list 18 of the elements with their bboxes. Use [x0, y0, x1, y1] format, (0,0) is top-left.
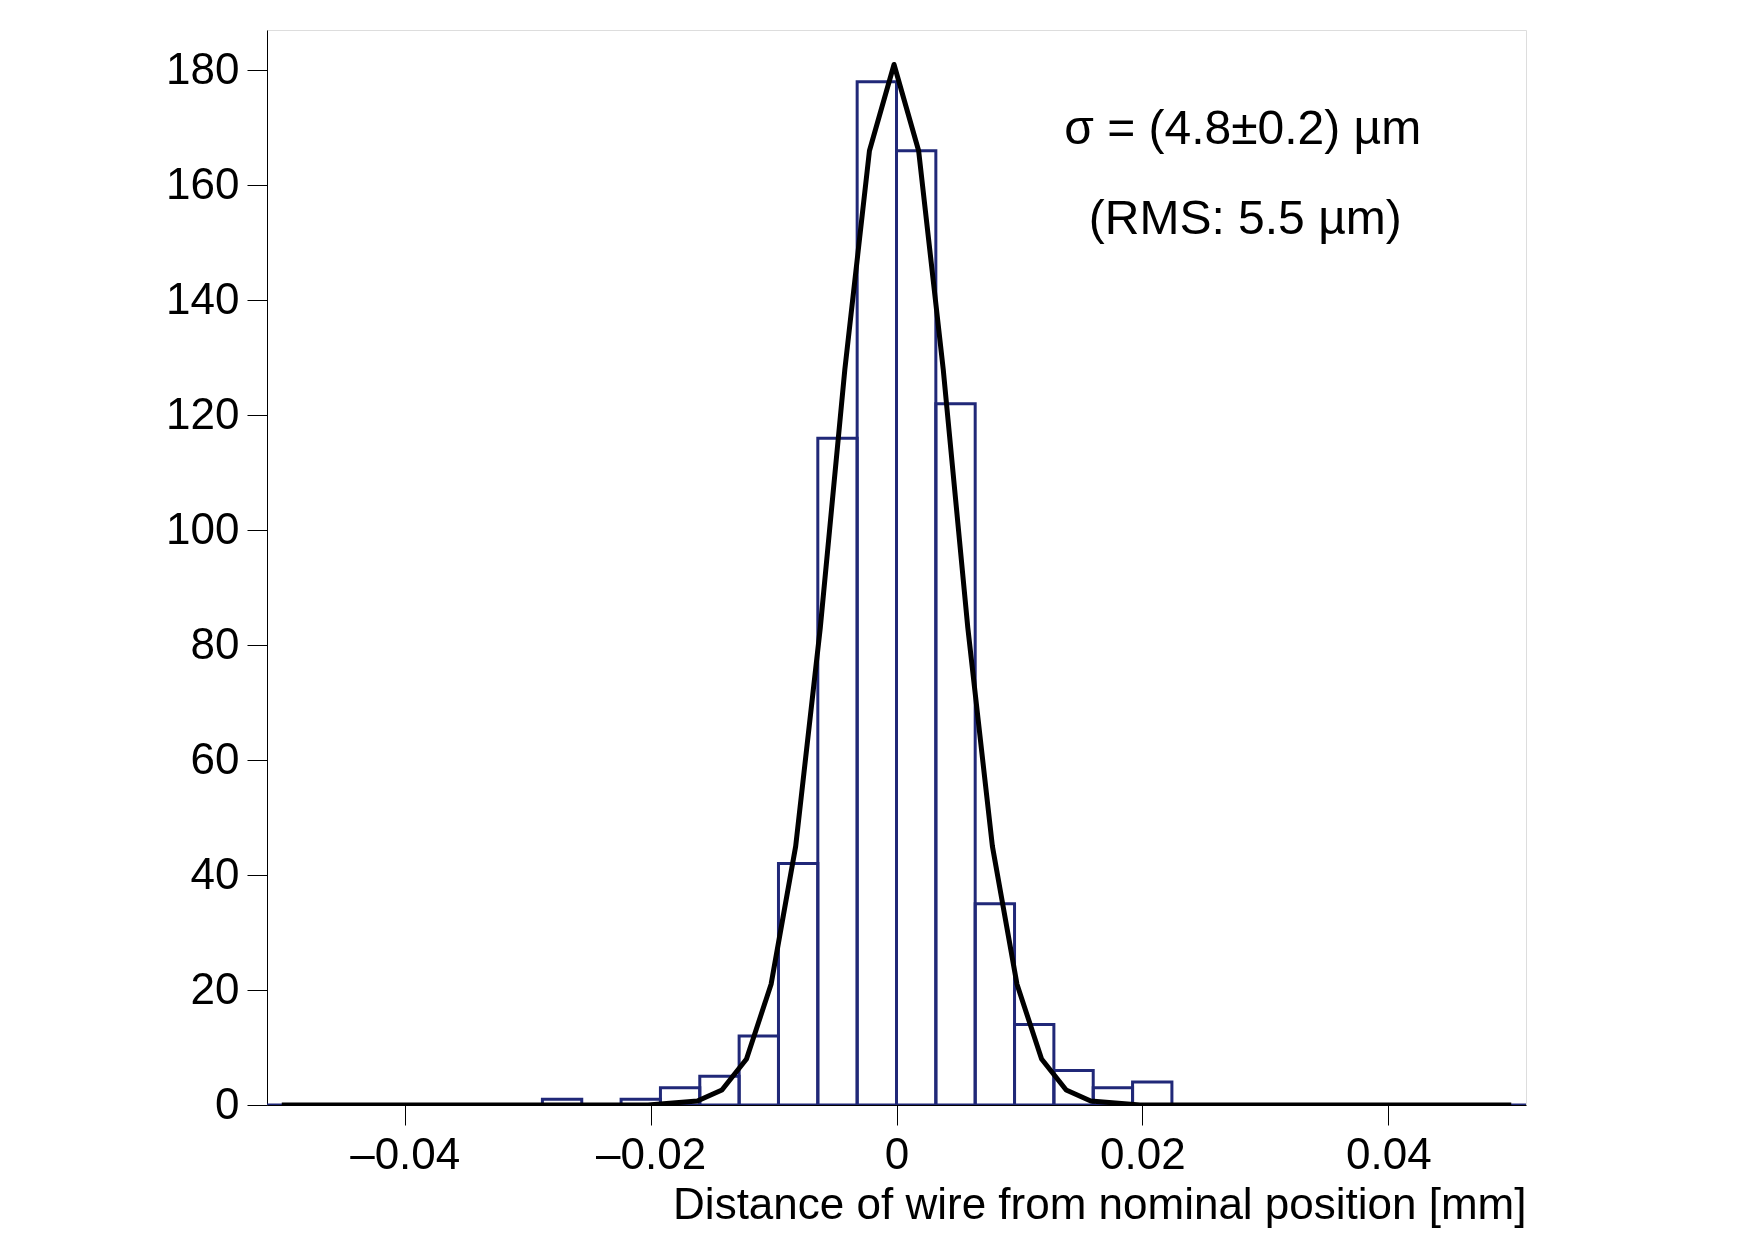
x-tick-label: 0.02	[1100, 1128, 1186, 1178]
x-tick-label: 0.04	[1345, 1128, 1432, 1178]
y-tick-label: 60	[190, 733, 240, 783]
x-tick-label: –0.04	[350, 1128, 461, 1178]
annotation: σ = (4.8±0.2) µm	[1064, 101, 1422, 154]
y-tick-label: 160	[166, 158, 240, 208]
y-tick-label: 180	[166, 43, 240, 93]
x-tick-label: 0	[884, 1128, 910, 1178]
y-tick-label: 40	[190, 848, 240, 898]
y-tick-label: 100	[166, 503, 240, 553]
x-axis-title: Distance of wire from nominal position [mm]	[673, 1178, 1527, 1228]
y-tick-label: 140	[166, 273, 240, 323]
x-tick-label: –0.02	[596, 1128, 707, 1178]
annotation: (RMS: 5.5 µm)	[1088, 191, 1402, 244]
y-tick-label: 120	[166, 388, 240, 438]
y-tick-label: 20	[190, 963, 240, 1013]
y-tick-label: 0	[215, 1078, 240, 1128]
y-tick-label: 80	[190, 618, 240, 668]
